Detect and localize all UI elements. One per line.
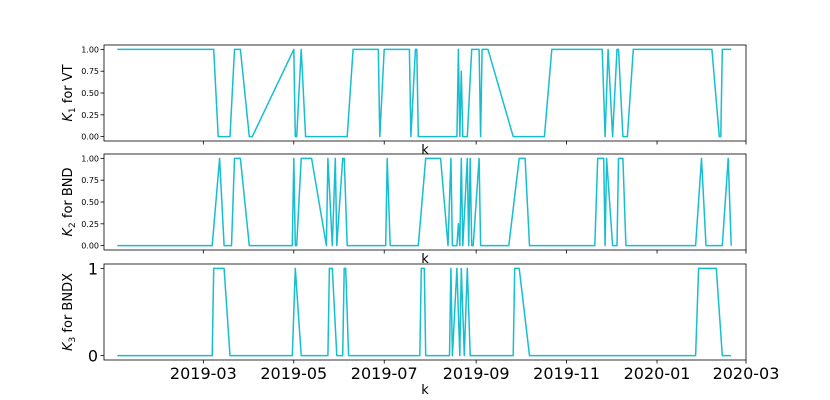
y-tick-label: 0.00 (81, 242, 99, 251)
x-axis-label: k (421, 252, 429, 267)
y-tick-label: 0.25 (81, 220, 99, 229)
x-tick-label: 2019-05 (260, 364, 327, 383)
x-axis-label: k (421, 383, 429, 398)
series-line (117, 48, 732, 138)
x-axis-label: k (421, 143, 429, 158)
series-line (117, 157, 732, 247)
axes-frame (103, 44, 747, 142)
y-tick-label: 0.50 (81, 198, 99, 207)
y-tick-label: 1.00 (81, 154, 99, 163)
y-tick-label: 0.50 (81, 89, 99, 98)
x-tick-label: 2019-07 (351, 364, 418, 383)
x-tick-label: 2019-11 (533, 364, 600, 383)
y-axis-label: K1 for VT (61, 64, 78, 121)
y-tick-label: 0.25 (81, 111, 99, 120)
y-axis-label: K3 for BNDX (61, 273, 78, 351)
x-tick-label: 2019-03 (170, 364, 237, 383)
y-axis-label: K2 for BND (61, 167, 78, 236)
y-tick-label: 0.75 (81, 176, 99, 185)
x-tick-label: 2020-01 (624, 364, 691, 383)
x-tick-label: 2020-03 (713, 364, 780, 383)
y-tick-label: 0.75 (81, 67, 99, 76)
subplot-2: 0.00 0.25 0.50 0.75 1.00 k K2 for BND (61, 153, 747, 267)
subplot-1: 0.00 0.25 0.50 0.75 1.00 k K1 for VT (61, 44, 747, 158)
series-line (117, 267, 732, 357)
y-tick-label: 1 (88, 259, 98, 278)
subplot-3: 0 1 2019-03 2019-05 2019-07 2019-09 2019-11 202… (61, 259, 779, 398)
y-tick-label: 0.00 (81, 133, 99, 142)
axes-frame (103, 263, 747, 361)
y-tick-label: 1.00 (81, 45, 99, 54)
x-tick-label: 2019-09 (443, 364, 510, 383)
y-tick-label: 0 (88, 347, 98, 366)
